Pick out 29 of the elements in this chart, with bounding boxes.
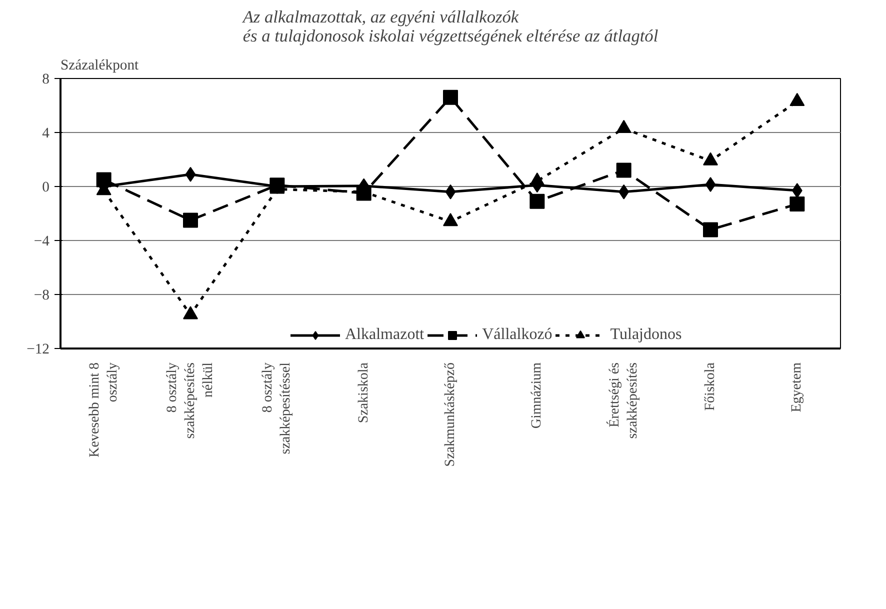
y-axis-title: Százalékpont bbox=[60, 58, 139, 74]
x-tick-label: 8 osztály szakképesítés nélkül bbox=[165, 362, 216, 439]
y-tick-label: 8 bbox=[42, 72, 50, 88]
y-tick-label: −4 bbox=[34, 234, 50, 250]
y-tick-label: 0 bbox=[42, 180, 50, 196]
x-tick-label: 8 osztály szakképesítéssel bbox=[260, 362, 294, 454]
y-tick-label: 4 bbox=[42, 126, 50, 142]
y-tick-label: −8 bbox=[34, 288, 50, 304]
point bbox=[445, 184, 456, 200]
point bbox=[616, 162, 632, 178]
x-tick-label: Szakiskola bbox=[356, 362, 372, 424]
legend-label: Vállalkozó bbox=[482, 326, 552, 344]
x-tick-label: Főiskola bbox=[703, 362, 718, 411]
point bbox=[185, 166, 196, 182]
point bbox=[705, 176, 716, 192]
x-tick-label: Érettségi és szakképesítés bbox=[605, 362, 640, 439]
legend-label: Tulajdonos bbox=[610, 326, 682, 344]
x-tick-label: Szakmunkásképző bbox=[443, 362, 458, 467]
point bbox=[790, 196, 805, 212]
chart-title: Az alkalmazottak, az egyéni vállalkozók és a tulajdonosok iskolai végzettségének eltérése az átlagtól bbox=[242, 8, 658, 46]
y-tick-label: −12 bbox=[26, 342, 50, 358]
x-tick-label: Gimnázium bbox=[530, 362, 545, 429]
x-tick-label: Egyetem bbox=[790, 362, 805, 412]
x-tick-label: Kevesebb mint 8 osztály bbox=[87, 362, 120, 458]
point bbox=[530, 194, 545, 209]
point bbox=[443, 90, 458, 105]
legend-label: Alkalmazott bbox=[345, 326, 424, 344]
point bbox=[183, 212, 198, 228]
point bbox=[703, 222, 718, 238]
